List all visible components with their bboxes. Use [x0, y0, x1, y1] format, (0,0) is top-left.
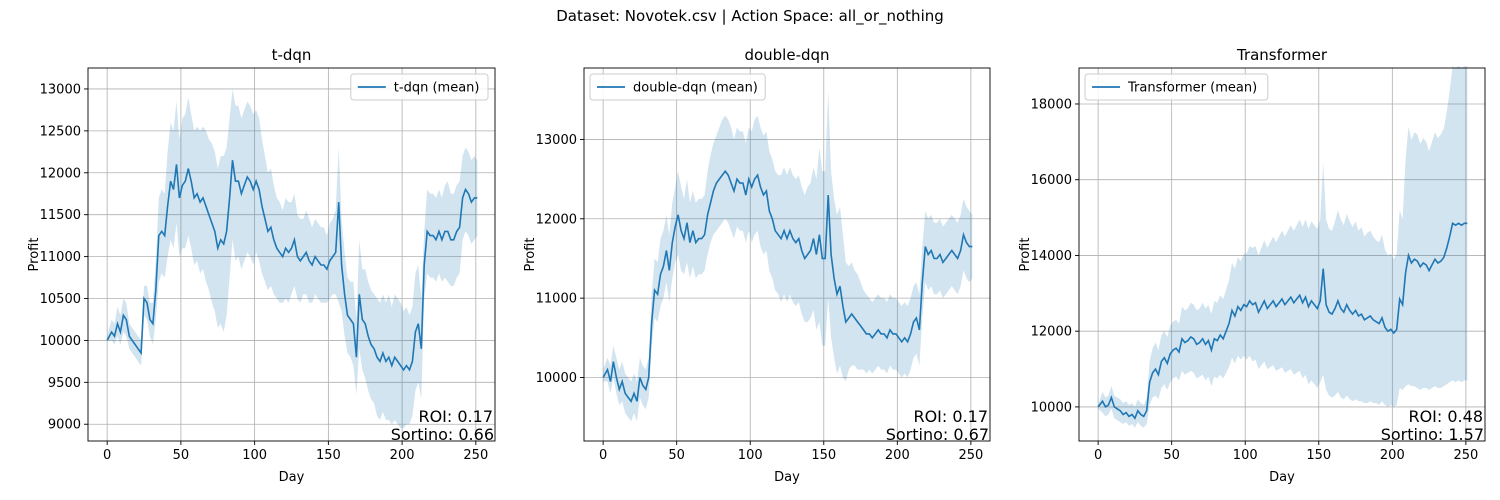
mean-line	[602, 169, 973, 403]
x-tick-label: 150	[811, 448, 836, 463]
y-tick-label: 10500	[40, 292, 81, 307]
y-tick-label: 18000	[1031, 97, 1072, 112]
x-tick-label: 50	[668, 448, 685, 463]
subplot-0: 0 50 100 150 200 250 9000 9500 10000 10500 11000 11…	[27, 46, 496, 485]
x-tick-label: 250	[1453, 448, 1478, 463]
axes-frame	[87, 67, 496, 442]
subplot-2: 0 50 100 150 200 250 10000 12000 14000 16000 18000…	[1018, 46, 1486, 485]
sortino-annotation: Sortino: 1.57	[1381, 425, 1484, 444]
x-tick-label: 50	[173, 448, 190, 463]
y-axis-label: Profit	[1018, 238, 1033, 272]
x-tick-label: 50	[1163, 448, 1180, 463]
x-tick-label: 200	[390, 448, 415, 463]
x-tick-label: 150	[316, 448, 341, 463]
y-axis-label: Profit	[523, 238, 538, 272]
subplot-title: t-dqn	[272, 46, 312, 64]
y-tick-label: 11000	[536, 292, 577, 307]
legend-box	[350, 73, 489, 101]
subplot-1: 0 50 100 150 200 250 10000 11000 12000 13000 doubl…	[523, 46, 991, 485]
y-tick-label: 11500	[40, 208, 81, 223]
x-tick-label: 250	[463, 448, 488, 463]
roi-annotation: ROI: 0.17	[913, 407, 988, 426]
y-tick-label: 13000	[536, 133, 577, 148]
roi-annotation: ROI: 0.17	[418, 407, 493, 426]
y-tick-label: 9000	[48, 418, 81, 433]
legend-box	[589, 73, 766, 101]
x-axis-label: Day	[279, 470, 305, 485]
x-tick-label: 100	[738, 448, 763, 463]
legend-label: Transformer (mean)	[1127, 81, 1257, 96]
x-tick-label: 250	[958, 448, 983, 463]
axes-frame	[583, 67, 991, 442]
y-tick-label: 9500	[48, 376, 81, 391]
x-tick-label: 0	[599, 448, 607, 463]
y-tick-label: 11000	[40, 250, 81, 265]
x-tick-label: 100	[242, 448, 267, 463]
y-tick-label: 13000	[40, 82, 81, 97]
y-tick-label: 10000	[536, 371, 577, 386]
y-tick-label: 16000	[1031, 173, 1072, 188]
y-tick-label: 14000	[1031, 249, 1072, 264]
roi-annotation: ROI: 0.48	[1408, 407, 1483, 426]
figure-suptitle: Dataset: Novotek.csv | Action Space: all…	[556, 7, 944, 25]
legend-label: t-dqn (mean)	[394, 81, 480, 96]
x-tick-label: 0	[1094, 448, 1102, 463]
y-tick-label: 10000	[1031, 400, 1072, 415]
legend-label: double-dqn (mean)	[633, 81, 758, 96]
subplot-title: double-dqn	[744, 46, 829, 64]
x-axis-label: Day	[774, 470, 800, 485]
sortino-annotation: Sortino: 0.66	[391, 425, 494, 444]
x-tick-label: 100	[1233, 448, 1258, 463]
y-tick-label: 12500	[40, 124, 81, 139]
y-tick-label: 10000	[40, 334, 81, 349]
x-tick-label: 200	[1380, 448, 1405, 463]
std-band	[107, 89, 478, 429]
mean-line	[1097, 222, 1468, 420]
y-tick-label: 12000	[1031, 325, 1072, 340]
x-tick-label: 200	[885, 448, 910, 463]
sortino-annotation: Sortino: 0.67	[886, 425, 989, 444]
std-band	[1098, 66, 1468, 428]
axes-frame	[1078, 67, 1486, 442]
subplot-title: Transformer	[1236, 46, 1328, 64]
std-band	[603, 91, 973, 422]
y-axis-label: Profit	[27, 238, 42, 272]
x-tick-label: 0	[103, 448, 111, 463]
x-axis-label: Day	[1269, 470, 1295, 485]
y-tick-label: 12000	[536, 212, 577, 227]
legend-box	[1084, 73, 1269, 101]
mean-line	[106, 160, 478, 372]
y-tick-label: 12000	[40, 166, 81, 181]
x-tick-label: 150	[1306, 448, 1331, 463]
